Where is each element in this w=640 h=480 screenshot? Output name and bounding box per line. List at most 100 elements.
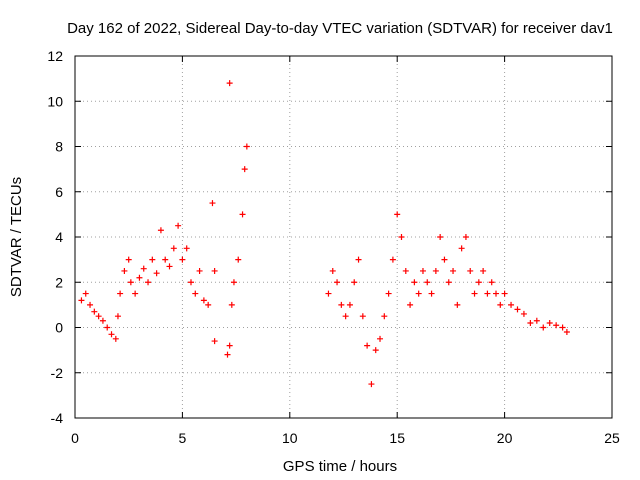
data-points	[78, 80, 570, 388]
y-tick-label: -4	[51, 410, 64, 426]
data-point	[108, 331, 115, 338]
data-point	[368, 381, 375, 388]
x-tick-label: 15	[389, 430, 405, 446]
data-point	[183, 245, 190, 252]
data-point	[325, 290, 332, 297]
y-tick-label: 2	[55, 274, 63, 290]
data-point	[99, 317, 106, 324]
data-point	[415, 290, 422, 297]
data-point	[389, 256, 396, 263]
data-point	[140, 265, 147, 272]
x-tick-label: 25	[604, 430, 620, 446]
chart-title: Day 162 of 2022, Sidereal Day-to-day VTE…	[67, 20, 613, 37]
data-point	[559, 324, 566, 331]
data-point	[192, 290, 199, 297]
data-point	[377, 335, 384, 342]
data-point	[520, 310, 527, 317]
data-point	[364, 342, 371, 349]
data-point	[445, 279, 452, 286]
data-point	[132, 290, 139, 297]
data-point	[553, 322, 560, 329]
data-point	[441, 256, 448, 263]
y-tick-label: -2	[51, 365, 64, 381]
data-point	[346, 301, 353, 308]
data-point	[228, 301, 235, 308]
data-point	[226, 80, 233, 87]
data-point	[145, 279, 152, 286]
data-point	[462, 234, 469, 240]
y-tick-label: 10	[47, 93, 63, 109]
x-axis-label: GPS time / hours	[283, 458, 397, 475]
data-point	[104, 324, 111, 331]
data-point	[533, 317, 540, 324]
data-point	[497, 301, 504, 308]
data-point	[136, 274, 143, 281]
data-point	[241, 166, 248, 173]
data-point	[226, 342, 233, 349]
y-tick-label: 12	[47, 48, 63, 64]
data-point	[480, 267, 487, 274]
data-point	[514, 306, 521, 313]
data-point	[114, 313, 121, 320]
data-point	[437, 234, 444, 240]
data-point	[563, 329, 570, 336]
x-tick-label: 0	[71, 430, 79, 446]
data-point	[211, 267, 218, 274]
data-point	[471, 290, 478, 297]
y-tick-label: 8	[55, 139, 63, 155]
data-point	[121, 267, 128, 274]
data-point	[501, 290, 508, 297]
data-point	[407, 301, 414, 308]
data-point	[428, 290, 435, 297]
data-point	[243, 143, 250, 150]
data-point	[127, 279, 134, 286]
data-point	[125, 256, 132, 263]
data-point	[402, 267, 409, 274]
data-point	[394, 211, 401, 218]
data-point	[112, 335, 119, 342]
data-point	[187, 279, 194, 286]
data-point	[157, 227, 164, 234]
data-point	[381, 313, 388, 320]
data-point	[149, 256, 156, 263]
data-point	[527, 319, 534, 326]
data-point	[488, 279, 495, 286]
y-tick-label: 4	[55, 229, 63, 245]
data-point	[546, 319, 553, 326]
data-point	[239, 211, 246, 218]
data-point	[153, 270, 160, 277]
data-point	[235, 256, 242, 263]
x-tick-label: 10	[282, 430, 298, 446]
y-tick-label: 6	[55, 184, 63, 200]
data-point	[342, 313, 349, 320]
data-point	[224, 351, 231, 358]
data-point	[493, 290, 500, 297]
data-point	[211, 338, 218, 345]
data-point	[329, 267, 336, 274]
data-point	[419, 267, 426, 274]
data-point	[424, 279, 431, 286]
data-point	[351, 279, 358, 286]
data-point	[205, 301, 212, 308]
data-point	[78, 297, 85, 304]
y-axis-label: SDTVAR / TECUs	[8, 177, 25, 297]
data-point	[209, 200, 216, 207]
data-point	[230, 279, 237, 286]
data-point	[87, 301, 94, 308]
data-point	[355, 256, 362, 263]
data-point	[175, 222, 182, 229]
data-point	[162, 256, 169, 263]
data-point	[454, 301, 461, 308]
data-point	[196, 267, 203, 274]
data-point	[540, 324, 547, 331]
data-point	[334, 279, 341, 286]
x-tick-label: 20	[497, 430, 513, 446]
data-point	[200, 297, 207, 304]
data-point	[398, 234, 405, 240]
data-point	[91, 308, 98, 315]
data-point	[385, 290, 392, 297]
data-point	[432, 267, 439, 274]
data-point	[338, 301, 345, 308]
data-point	[170, 245, 177, 252]
